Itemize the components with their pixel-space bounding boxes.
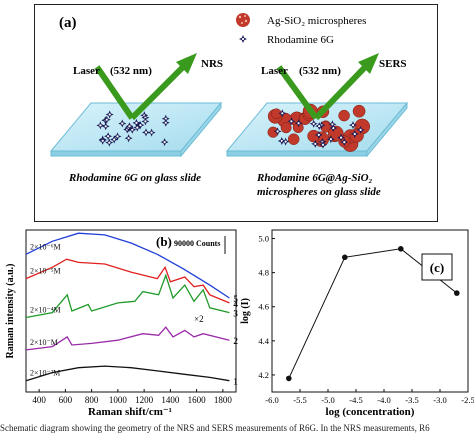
x-tick-label-c: -5.0 bbox=[321, 395, 334, 405]
x-tick-label-c: -5.5 bbox=[293, 395, 306, 405]
legend-rhodamine-label: Rhodamine 6G bbox=[267, 34, 334, 46]
data-point-c bbox=[454, 290, 460, 296]
x-tick-label-b: 600 bbox=[59, 395, 73, 405]
legend-rhodamine: Rhodamine 6G bbox=[239, 34, 334, 46]
y-axis-label-b: Raman intensity (a.u.) bbox=[5, 263, 16, 358]
x-tick-label-c: -3.5 bbox=[405, 395, 418, 405]
y-tick-label-c: 4.4 bbox=[258, 336, 269, 346]
wavelength-label-left: (532 nm) bbox=[110, 65, 152, 77]
left-glass-slide: Laser (532 nm) NRS Rhodamine 6G on glass… bbox=[51, 53, 223, 184]
right-glass-slide: Laser (532 nm) SERS Rhodamine 6G@Ag-SiO₂… bbox=[227, 53, 407, 198]
rhodamine-star-icon bbox=[239, 35, 247, 43]
y-tick-label-c: 4.8 bbox=[258, 268, 269, 278]
schematic-svg: (a) Ag-SiO₂ microspheres Rhodamine 6G La… bbox=[35, 5, 439, 223]
x-tick-label-c: -4.0 bbox=[377, 395, 390, 405]
concentration-label-3: 2×10⁻⁴M bbox=[30, 306, 61, 315]
x-tick-label-b: 1800 bbox=[214, 395, 233, 405]
wavelength-label-right: (532 nm) bbox=[299, 65, 341, 77]
right-slide-caption-line2: microspheres on glass slide bbox=[257, 186, 381, 198]
x-tick-label-b: 1400 bbox=[161, 395, 180, 405]
panel-a-label: (a) bbox=[59, 15, 77, 31]
legend-microsphere-label: Ag-SiO₂ microspheres bbox=[267, 15, 366, 27]
data-point-c bbox=[342, 255, 348, 261]
x-axis-label-c: log (concentration) bbox=[326, 406, 415, 418]
red-microsphere-icon bbox=[236, 13, 250, 27]
x-tick-label-b: 400 bbox=[32, 395, 46, 405]
left-slide-caption: Rhodamine 6G on glass slide bbox=[68, 172, 201, 184]
x-tick-label-c: -2.5 bbox=[461, 395, 474, 405]
concentration-label-4: 2×10⁻⁵M bbox=[30, 267, 61, 276]
x-tick-label-b: 1200 bbox=[135, 395, 154, 405]
legend-microsphere: Ag-SiO₂ microspheres bbox=[236, 13, 366, 27]
x-tick-label-c: -4.5 bbox=[349, 395, 362, 405]
ag-sio2-microsphere bbox=[281, 123, 291, 133]
scale-bar-label: 90000 Counts bbox=[174, 239, 220, 248]
log-intensity-chart: -6.0 -5.5 -5.0 -4.5 -4.0 -3.5 -3.0 -2.5 4.2 4.4 4… bbox=[238, 224, 474, 420]
raman-spectra-chart: 400 600 800 1000 1200 1400 1600 1800 2×10⁻⁶M 2×1… bbox=[0, 224, 240, 420]
figure-caption: Schematic diagram showing the geometry o… bbox=[0, 423, 474, 433]
ag-sio2-microsphere bbox=[288, 134, 299, 145]
schematic-panel: (a) Ag-SiO₂ microspheres Rhodamine 6G La… bbox=[34, 4, 438, 222]
sers-label: SERS bbox=[379, 58, 407, 70]
x-tick-label-b: 1000 bbox=[109, 395, 128, 405]
ag-sio2-microsphere bbox=[339, 110, 350, 121]
x-tick-label-b: 1600 bbox=[188, 395, 207, 405]
data-point-c bbox=[398, 246, 404, 252]
y-tick-label-c: 4.2 bbox=[258, 370, 269, 380]
data-point-c bbox=[286, 376, 292, 382]
x-axis-label-b: Raman shift/cm⁻¹ bbox=[88, 406, 172, 418]
x-tick-label-b: 800 bbox=[85, 395, 99, 405]
y-axis-label-c: log (I) bbox=[240, 298, 251, 324]
ag-sio2-microsphere bbox=[353, 105, 365, 117]
y-tick-label-c: 4.6 bbox=[258, 302, 269, 312]
concentration-label-1: 2×10⁻²M bbox=[30, 369, 60, 378]
concentration-label-5: 2×10⁻⁶M bbox=[30, 242, 61, 251]
panel-c-label: (c) bbox=[430, 260, 444, 275]
concentration-label-2: 2×10⁻⁳M bbox=[30, 338, 58, 347]
x-tick-label-c: -3.0 bbox=[433, 395, 446, 405]
laser-label-right: Laser bbox=[261, 65, 288, 77]
y-tick-label-c: 5.0 bbox=[258, 234, 269, 244]
nrs-label: NRS bbox=[201, 58, 223, 70]
right-slide-caption-line1: Rhodamine 6G@Ag-SiO₂ bbox=[256, 172, 373, 184]
x-tick-label-c: -6.0 bbox=[265, 395, 278, 405]
panel-b-label: (b) bbox=[156, 234, 172, 249]
laser-label-left: Laser bbox=[73, 65, 100, 77]
magnification-marker: ×2 bbox=[194, 314, 204, 324]
